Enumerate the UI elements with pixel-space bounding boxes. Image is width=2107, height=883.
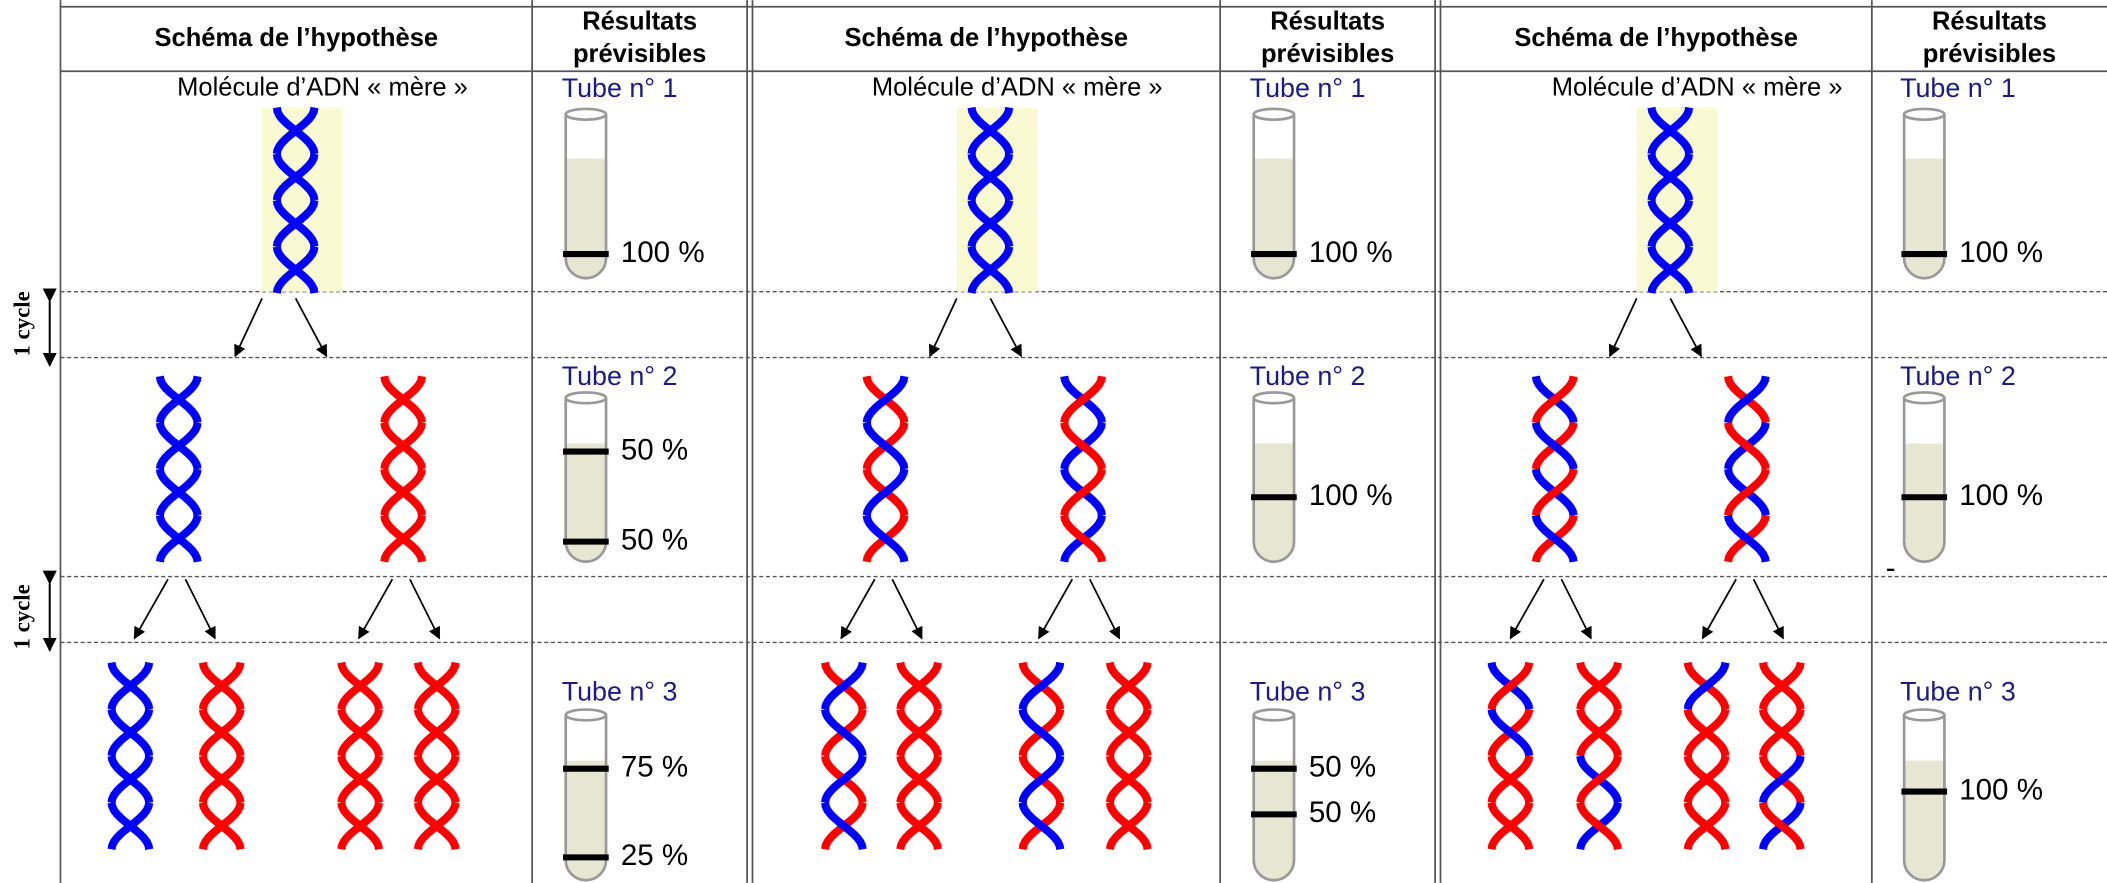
tube-rim (1254, 710, 1294, 721)
diagram: 1 cycle 1 cycle - Schéma de l’hypothèse R… (0, 0, 2107, 883)
tube-label: Tube n° 1 (1900, 73, 2016, 103)
column-header: Résultats (1270, 8, 1385, 36)
band-percent: 75 % (621, 751, 688, 784)
column-header: Schéma de l’hypothèse (845, 24, 1129, 52)
tube-liquid (1904, 444, 1944, 562)
mother-label: Molécule d’ADN « mère » (177, 74, 468, 102)
band-percent: 100 % (1309, 479, 1393, 512)
band-percent: 100 % (1959, 773, 2043, 806)
tube-liquid (1254, 761, 1294, 881)
tube-label: Tube n° 3 (1900, 677, 2016, 707)
tube-rim (1904, 710, 1944, 721)
tube-label: Tube n° 2 (1900, 361, 2016, 391)
column-header: Schéma de l’hypothèse (1514, 24, 1798, 52)
tube-liquid (566, 159, 606, 279)
tube-rim (566, 392, 606, 403)
band-percent: 100 % (621, 236, 705, 269)
column-header: Résultats (582, 8, 697, 36)
band-percent: 100 % (1959, 236, 2043, 269)
column-header: Schéma de l’hypothèse (154, 24, 438, 52)
tube-rim (1904, 109, 1944, 120)
tube-rim (566, 109, 606, 120)
tube-liquid (1904, 159, 1944, 279)
band-percent: 100 % (1959, 479, 2043, 512)
band-percent: 50 % (1309, 796, 1376, 829)
band-percent: 50 % (621, 523, 688, 556)
tube-liquid (566, 761, 606, 881)
tube-label: Tube n° 2 (562, 361, 678, 391)
band-percent: 50 % (621, 433, 688, 466)
column-header: prévisibles (573, 40, 706, 68)
column-header: prévisibles (1923, 40, 2056, 68)
tube-label: Tube n° 3 (562, 677, 678, 707)
mother-label: Molécule d’ADN « mère » (872, 74, 1163, 102)
band-percent: 100 % (1309, 236, 1393, 269)
tube-rim (1254, 109, 1294, 120)
tube-label: Tube n° 3 (1250, 677, 1366, 707)
tube-liquid (1904, 761, 1944, 881)
tube-liquid (1254, 159, 1294, 279)
tube-rim (1254, 392, 1294, 403)
tube-label: Tube n° 2 (1250, 361, 1366, 391)
tube-rim (566, 710, 606, 721)
tube-liquid (1254, 444, 1294, 562)
mother-label: Molécule d’ADN « mère » (1552, 74, 1843, 102)
side-label: 1 cycle (9, 291, 34, 356)
column-header: prévisibles (1261, 40, 1394, 68)
side-label: 1 cycle (9, 584, 34, 649)
band-percent: 25 % (621, 839, 688, 872)
tube-label: Tube n° 1 (562, 73, 678, 103)
band-percent: 50 % (1309, 751, 1376, 784)
tube-label: Tube n° 1 (1250, 73, 1366, 103)
tube-rim (1904, 392, 1944, 403)
stray-mark: - (1886, 552, 1896, 585)
column-header: Résultats (1932, 8, 2047, 36)
